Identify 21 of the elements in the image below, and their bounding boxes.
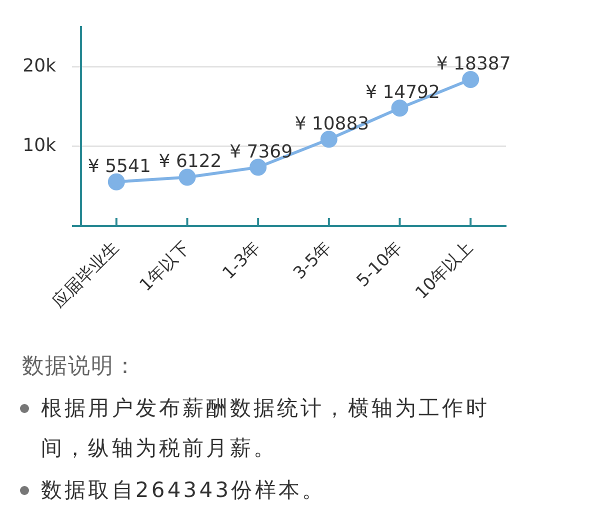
data-label: ¥ 6122 — [158, 151, 222, 172]
y-tick-label: 10k — [22, 134, 57, 156]
point — [250, 158, 267, 176]
point — [320, 130, 338, 148]
text: 数据说明： — [22, 353, 137, 381]
point — [462, 70, 480, 88]
data-label: ¥ 5541 — [88, 156, 151, 177]
x-tick-label: 3-5年 — [290, 238, 336, 284]
data-label: ¥ 18387 — [436, 53, 511, 74]
text: 数据取自264343份样本。 — [41, 477, 327, 504]
x-tick-label: 1年以下 — [136, 238, 194, 296]
x-tick-label: 应届毕业生 — [48, 238, 124, 312]
x-tick-label: 10年以上 — [412, 238, 478, 304]
point — [108, 173, 125, 190]
text: 根据用户发布薪酬数据统计，横轴为工作时间，纵轴为税前月薪。 — [41, 395, 490, 462]
x-tick-label: 1-3年 — [218, 238, 265, 284]
point — [391, 100, 408, 117]
y-tick-label: 20k — [22, 55, 57, 76]
data-label: ¥ 14792 — [366, 82, 440, 104]
point — [178, 168, 196, 186]
data-label: ¥ 7369 — [230, 141, 293, 162]
